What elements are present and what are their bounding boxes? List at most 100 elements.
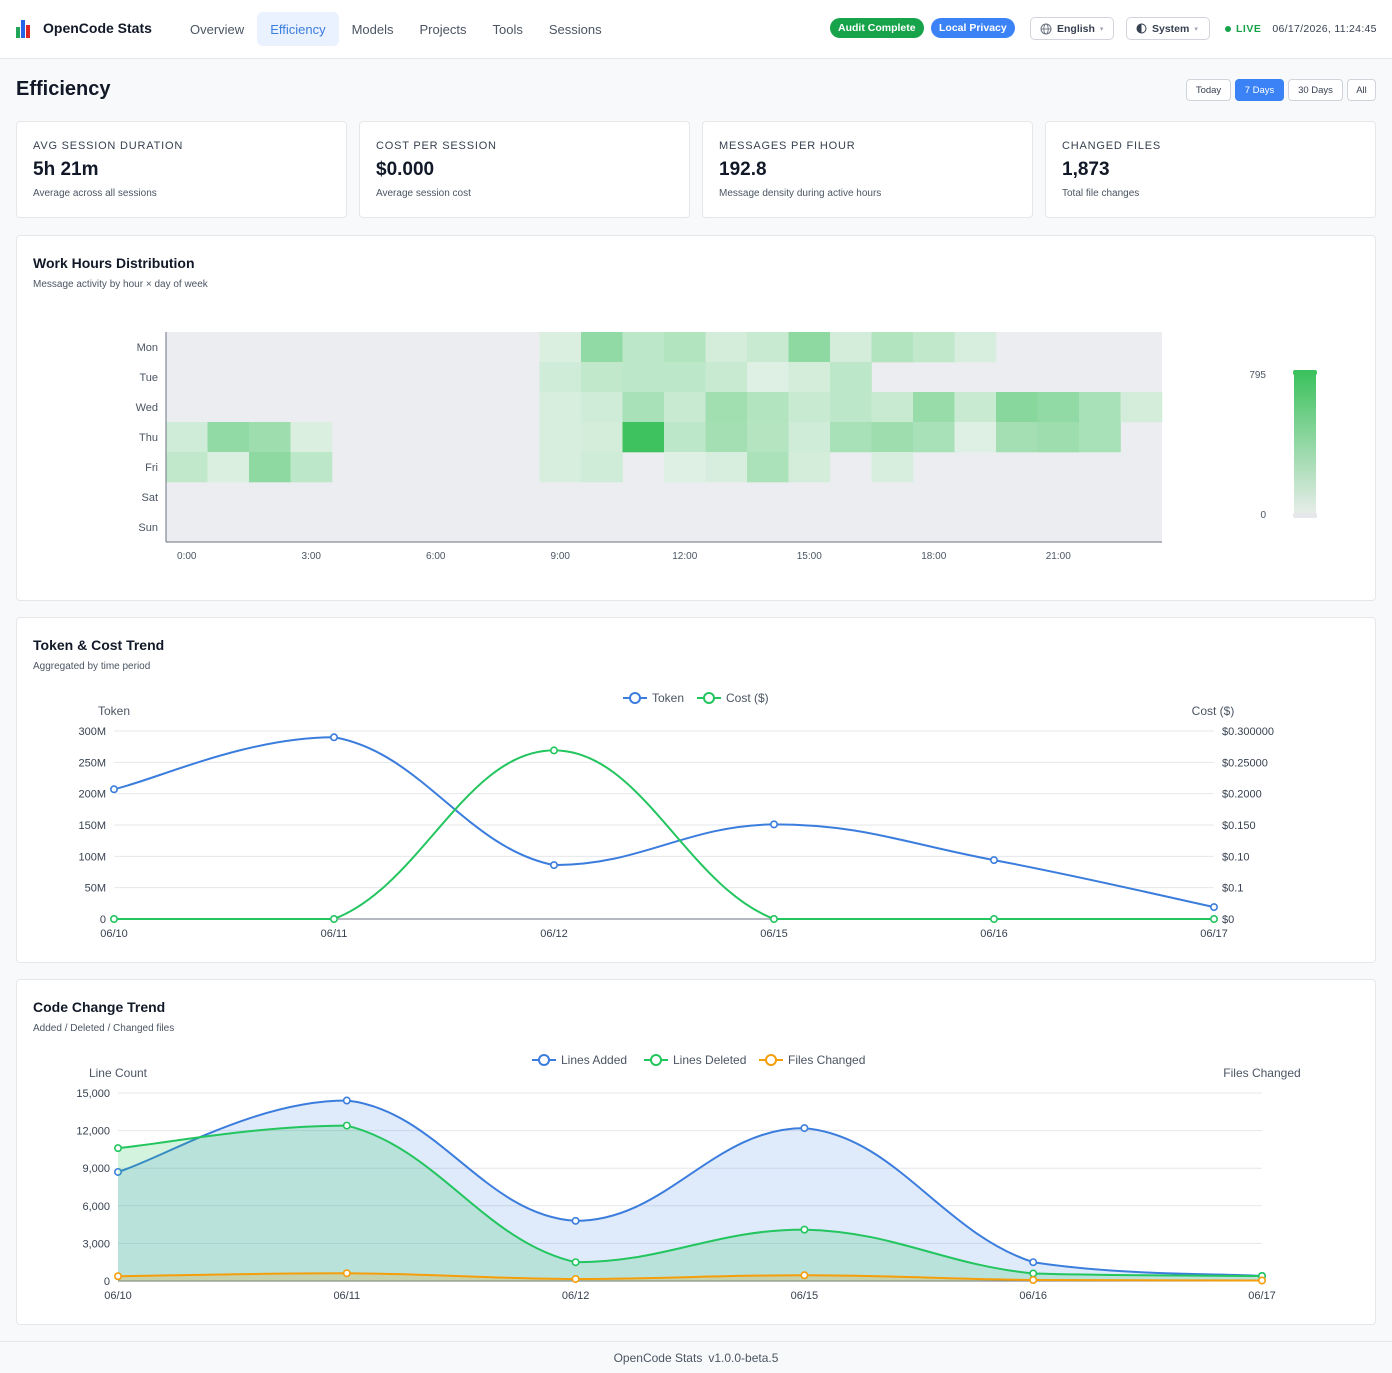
- panel-subtitle: Message activity by hour × day of week: [33, 279, 208, 290]
- language-select[interactable]: English ▾: [1030, 17, 1114, 40]
- series-line-token: [113, 736, 1215, 909]
- stat-card-cost-per-session: COST PER SESSION $0.000 Average session …: [359, 121, 690, 218]
- stat-value: 1,873: [1062, 159, 1110, 180]
- nav-efficiency[interactable]: Efficiency: [257, 12, 339, 46]
- heatmap-cell: [705, 452, 748, 483]
- visual-map-max-label: 795: [1249, 370, 1266, 381]
- token-cost-panel: Token & Cost Trend Aggregated by time pe…: [16, 617, 1376, 963]
- heatmap-cell: [249, 452, 291, 483]
- code-change-chart: Lines Added Lines Deleted Files Changed Lin…: [76, 1053, 1300, 1302]
- live-label: LIVE: [1236, 23, 1262, 35]
- chevron-down-icon: ▾: [1194, 25, 1198, 33]
- heatmap-cell: [830, 422, 872, 453]
- data-point: [549, 746, 558, 755]
- heatmap-cell: [747, 392, 789, 423]
- series-area-lines-added: [118, 1100, 1262, 1281]
- panel-subtitle: Added / Deleted / Changed files: [33, 1023, 175, 1034]
- y-tick-label: 3,000: [82, 1238, 110, 1250]
- range-30-days-button[interactable]: 30 Days: [1288, 79, 1343, 101]
- y-tick-label-left: 0: [100, 914, 106, 926]
- heatmap-day-label: Tue: [139, 372, 158, 384]
- data-point: [769, 914, 778, 923]
- stat-label: AVG SESSION DURATION: [33, 140, 184, 152]
- theme-select[interactable]: System ▾: [1126, 17, 1210, 40]
- series-line-cost: [113, 749, 1214, 921]
- y-tick-label-left: 300M: [78, 726, 106, 738]
- heatmap-cell: [871, 452, 914, 483]
- nav-projects[interactable]: Projects: [419, 21, 467, 37]
- heatmap-cell: [871, 332, 914, 363]
- y-tick-label: 9,000: [82, 1163, 110, 1175]
- legend-label: Files Changed: [788, 1053, 865, 1067]
- heatmap-cell: [581, 422, 623, 453]
- x-tick-label: 06/16: [980, 928, 1008, 940]
- y-tick-label-left: 250M: [78, 757, 106, 769]
- legend-swatch-marker: [629, 692, 641, 704]
- range-today-button[interactable]: Today: [1186, 79, 1231, 101]
- heatmap-cell: [581, 392, 623, 423]
- legend-label: Cost ($): [726, 691, 769, 705]
- nav-tools[interactable]: Tools: [492, 21, 523, 37]
- y-tick-label-right: $0: [1222, 914, 1234, 926]
- heatmap-cell: [539, 392, 582, 423]
- stat-value: 5h 21m: [33, 159, 99, 180]
- y-tick-label-right: $0.300000: [1222, 726, 1274, 738]
- nav-models[interactable]: Models: [351, 21, 394, 37]
- heatmap-cell: [1037, 422, 1080, 453]
- data-point: [769, 820, 778, 829]
- range-7-days-button[interactable]: 7 Days: [1235, 79, 1284, 101]
- data-point: [114, 1144, 123, 1153]
- heatmap-day-label: Wed: [136, 402, 158, 414]
- y-axis-right-title: Cost ($): [1192, 704, 1235, 718]
- heatmap-hour-label: 15:00: [797, 551, 822, 562]
- main-nav: Overview Efficiency Models Projects Tool…: [177, 12, 615, 46]
- heatmap-cell: [705, 422, 748, 453]
- data-point: [989, 914, 998, 923]
- x-tick-label: 06/15: [791, 1290, 819, 1302]
- visual-map-handle-top: [1293, 370, 1317, 375]
- stat-value: 192.8: [719, 159, 767, 180]
- brand[interactable]: OpenCode Stats: [16, 18, 152, 38]
- y-tick-label-left: 150M: [78, 820, 106, 832]
- x-tick-label: 06/10: [104, 1290, 132, 1302]
- y-axis-right-title: Files Changed: [1223, 1066, 1300, 1080]
- page-title: Efficiency: [16, 78, 111, 100]
- heatmap-cell: [581, 362, 623, 393]
- series-line-lines-added: [117, 1099, 1263, 1277]
- x-tick-label: 06/11: [321, 928, 348, 940]
- stat-description: Message density during active hours: [719, 188, 882, 199]
- x-tick-label: 06/17: [1200, 928, 1228, 940]
- heatmap-cell: [207, 452, 250, 483]
- y-tick-label-right: $0.10: [1222, 851, 1250, 863]
- heatmap-cell: [664, 362, 706, 393]
- stat-description: Average across all sessions: [33, 188, 157, 199]
- y-tick-label-right: $0.1: [1222, 883, 1243, 895]
- nav-sessions[interactable]: Sessions: [548, 21, 602, 37]
- heatmap-cell: [1120, 392, 1163, 423]
- live-status: LIVE 06/17/2026, 11:24:45: [1225, 23, 1377, 35]
- data-point: [1029, 1269, 1038, 1278]
- heatmap-cell: [788, 452, 831, 483]
- y-tick-label-right: $0.2000: [1222, 789, 1262, 801]
- data-point: [800, 1271, 809, 1280]
- legend-swatch-marker: [650, 1054, 662, 1066]
- footer-app-name: OpenCode Stats: [613, 1350, 703, 1365]
- heatmap-cell: [830, 392, 872, 423]
- x-tick-label: 06/12: [562, 1290, 590, 1302]
- theme-label: System: [1152, 22, 1190, 35]
- timestamp: 06/17/2026, 11:24:45: [1272, 23, 1377, 35]
- heatmap-hour-label: 12:00: [672, 551, 697, 562]
- y-tick-label-right: $0.150: [1222, 820, 1256, 832]
- nav-overview[interactable]: Overview: [190, 21, 245, 37]
- data-point: [114, 1272, 123, 1281]
- series-line-lines-deleted: [117, 1124, 1263, 1277]
- data-point: [329, 733, 338, 742]
- visual-map-min-label: 0: [1260, 510, 1266, 521]
- panel-title: Work Hours Distribution: [33, 255, 195, 271]
- heatmap-cell: [664, 332, 706, 363]
- heatmap-cell: [788, 422, 831, 453]
- range-all-button[interactable]: All: [1347, 79, 1376, 101]
- top-navbar: OpenCode Stats Overview Efficiency Model…: [0, 0, 1392, 59]
- work-hours-heatmap: Mon Tue Wed Thu Fri Sat Sun 0:00 3:00 6:00 9:00 12:…: [136, 332, 1317, 562]
- data-point: [342, 1269, 351, 1278]
